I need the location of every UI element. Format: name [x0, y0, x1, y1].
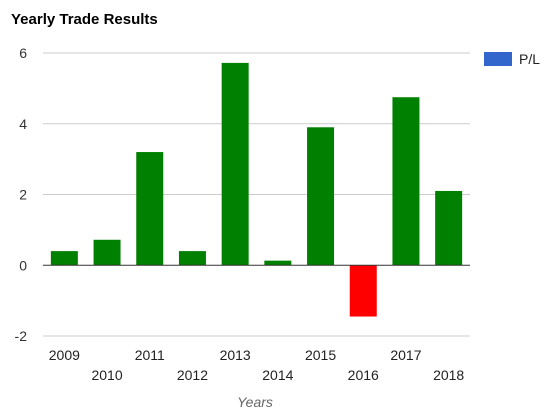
x-tick-label: 2015 — [305, 347, 336, 363]
x-tick-label: 2012 — [177, 367, 208, 383]
bar-2015[interactable] — [307, 127, 335, 266]
x-tick-label: 2017 — [390, 347, 421, 363]
bar-2011[interactable] — [136, 152, 164, 266]
bar-2010[interactable] — [93, 239, 121, 266]
legend-label: P/L — [519, 51, 540, 67]
legend-swatch — [484, 52, 512, 66]
bar-2016[interactable] — [349, 265, 377, 317]
x-axis-title: Years — [237, 394, 273, 410]
x-tick-label: 2011 — [135, 347, 165, 363]
bar-2018[interactable] — [435, 190, 463, 266]
x-tick-label: 2009 — [49, 347, 80, 363]
legend[interactable]: P/L — [484, 51, 540, 67]
y-tick-label: 0 — [19, 257, 27, 273]
chart-title: Yearly Trade Results — [11, 11, 158, 28]
x-tick-label: 2018 — [433, 367, 464, 383]
y-tick-label: 6 — [19, 45, 27, 61]
bar-2014[interactable] — [264, 260, 292, 266]
bar-2013[interactable] — [221, 62, 249, 266]
y-axis-ticks: 6 4 2 0 -2 — [15, 45, 28, 344]
x-axis-ticks: 2009 2010 2011 2012 2013 2014 2015 2016 2017 2018 — [49, 347, 465, 383]
y-tick-label: 4 — [19, 116, 27, 132]
x-tick-label: 2013 — [220, 347, 251, 363]
bars — [50, 62, 463, 317]
bar-2012[interactable] — [178, 251, 206, 266]
x-tick-label: 2016 — [348, 367, 379, 383]
bar-2009[interactable] — [50, 251, 78, 266]
y-tick-label: 2 — [19, 187, 27, 203]
bar-2017[interactable] — [392, 97, 420, 266]
y-tick-label: -2 — [15, 328, 28, 344]
x-tick-label: 2010 — [91, 367, 122, 383]
x-tick-label: 2014 — [262, 367, 293, 383]
